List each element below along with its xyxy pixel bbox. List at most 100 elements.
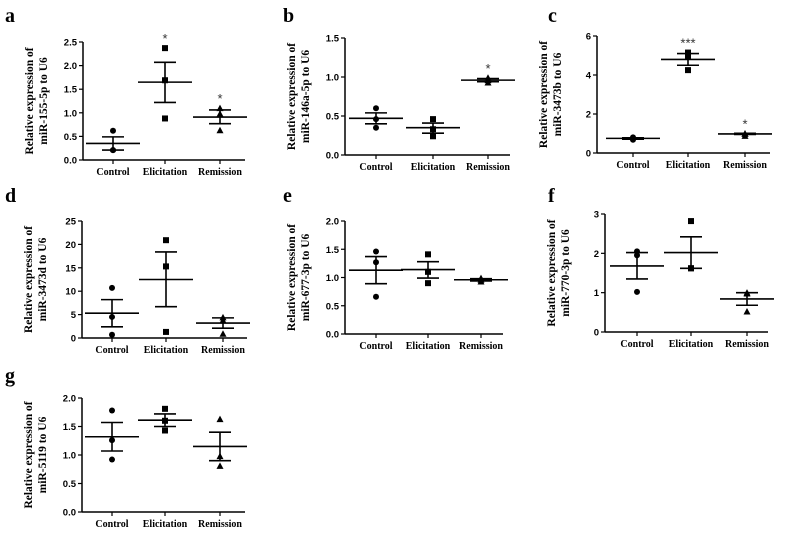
y-tick-label: 2 (586, 110, 591, 121)
panel-label: a (5, 5, 15, 27)
y-tick-label: 1 (594, 288, 600, 299)
data-point (163, 237, 169, 244)
y-axis-label: miR-770-3p to U6 (560, 229, 572, 317)
panel-label: c (548, 5, 557, 27)
y-tick-label: 2 (594, 249, 599, 260)
data-point (216, 415, 224, 423)
x-tick-label: Remission (725, 339, 769, 350)
y-tick-label: 0 (71, 334, 76, 345)
y-tick-label: 1.5 (64, 85, 78, 96)
x-tick-label: Remission (466, 162, 510, 173)
significance-marker: * (217, 91, 222, 106)
data-point (162, 427, 168, 434)
x-tick-label: Elicitation (411, 162, 456, 173)
data-point (430, 133, 436, 140)
y-tick-label: 2.0 (63, 394, 76, 405)
y-tick-label: 1.0 (326, 273, 339, 284)
panel-b: b 0.0 0.5 1.0 1.5 Relative expression of miR-1… (283, 5, 515, 173)
y-axis-label: Relative expression of (538, 41, 550, 148)
data-point (109, 331, 115, 338)
y-tick-label: 1.5 (326, 245, 340, 256)
panel-g: g 0.0 0.5 1.0 1.5 2.0 Relative expression of mi… (5, 365, 247, 530)
x-tick-label: Remission (459, 341, 503, 352)
x-tick-label: Elicitation (669, 339, 714, 350)
data-point (685, 49, 691, 56)
data-point (109, 456, 115, 463)
y-axis-label: miR-5119 to U6 (37, 416, 49, 493)
x-tick-label: Elicitation (406, 341, 451, 352)
y-tick-label: 0 (594, 328, 599, 339)
x-tick-label: Elicitation (666, 160, 711, 171)
y-tick-label: 6 (586, 32, 591, 43)
panel-a: a 0.0 0.5 1.0 1.5 2.0 2.5 Relative expression o… (5, 5, 247, 178)
y-axis-label: Relative expression of (24, 47, 36, 154)
y-axis-label: miR-146a-5p to U6 (300, 50, 312, 144)
y-axis-label: Relative expression of (546, 219, 558, 326)
y-tick-label: 1.5 (63, 422, 77, 433)
data-point (373, 293, 379, 300)
data-point (109, 407, 115, 414)
x-tick-label: Control (616, 160, 649, 171)
panel-f: f 0 1 2 3 Relative expression of miR-770-3p to… (546, 185, 774, 350)
x-tick-label: Remission (198, 519, 242, 530)
y-axis-label: miR-155-5p to U6 (38, 57, 50, 145)
data-point (685, 67, 691, 74)
panel-label: f (548, 185, 555, 207)
x-tick-label: Control (620, 339, 653, 350)
y-tick-label: 20 (65, 240, 76, 251)
y-tick-label: 2.0 (326, 217, 339, 228)
panel-d: d 0 5 10 15 20 25 Relative expression of miR-347… (5, 185, 250, 356)
y-axis-label: miR-3473d to U6 (37, 237, 49, 321)
x-tick-label: Elicitation (143, 167, 188, 178)
x-tick-label: Elicitation (143, 519, 188, 530)
y-tick-label: 0.5 (63, 479, 77, 490)
y-tick-label: 3 (594, 210, 599, 221)
y-tick-label: 0.0 (326, 151, 339, 162)
x-tick-label: Remission (723, 160, 767, 171)
x-tick-label: Remission (198, 167, 242, 178)
y-axis-label: Relative expression of (286, 224, 298, 331)
data-point (110, 127, 116, 134)
data-point (216, 126, 224, 134)
data-point (216, 462, 224, 469)
data-point (373, 248, 379, 255)
data-point (741, 132, 749, 139)
panel-label: d (5, 185, 16, 207)
panel-label: e (283, 185, 292, 207)
y-tick-label: 0.0 (326, 330, 339, 341)
y-axis-label: Relative expression of (23, 401, 35, 508)
panel-label: g (5, 365, 15, 387)
data-point (219, 330, 227, 337)
data-point (743, 308, 751, 315)
data-point (425, 251, 431, 258)
y-tick-label: 0.5 (326, 112, 340, 123)
data-point (373, 124, 379, 131)
significance-marker: *** (680, 36, 695, 51)
y-tick-label: 2.0 (64, 61, 77, 72)
y-axis-label: miR-677-3p to U6 (300, 233, 312, 321)
panel-c: c 0 2 4 6 Relative expression of miR-3473b to … (538, 5, 772, 171)
y-tick-label: 1.5 (326, 34, 340, 45)
panel-label: b (283, 5, 294, 27)
y-tick-label: 5 (71, 310, 77, 321)
y-tick-label: 15 (65, 263, 76, 274)
x-tick-label: Control (95, 519, 128, 530)
y-tick-label: 0.5 (64, 132, 78, 143)
y-tick-label: 0.5 (326, 301, 340, 312)
y-tick-label: 1.0 (326, 73, 339, 84)
x-tick-label: Control (359, 341, 392, 352)
x-tick-label: Control (96, 167, 129, 178)
y-tick-label: 0 (586, 149, 591, 160)
data-point (162, 45, 168, 52)
data-point (162, 405, 168, 412)
data-point (634, 288, 640, 295)
y-axis-label: Relative expression of (23, 226, 35, 333)
data-point (162, 115, 168, 122)
y-tick-label: 25 (65, 217, 76, 228)
y-tick-label: 10 (65, 287, 76, 298)
data-point (430, 116, 436, 123)
x-tick-label: Control (95, 345, 128, 356)
y-tick-label: 4 (586, 71, 592, 82)
data-point (109, 284, 115, 291)
